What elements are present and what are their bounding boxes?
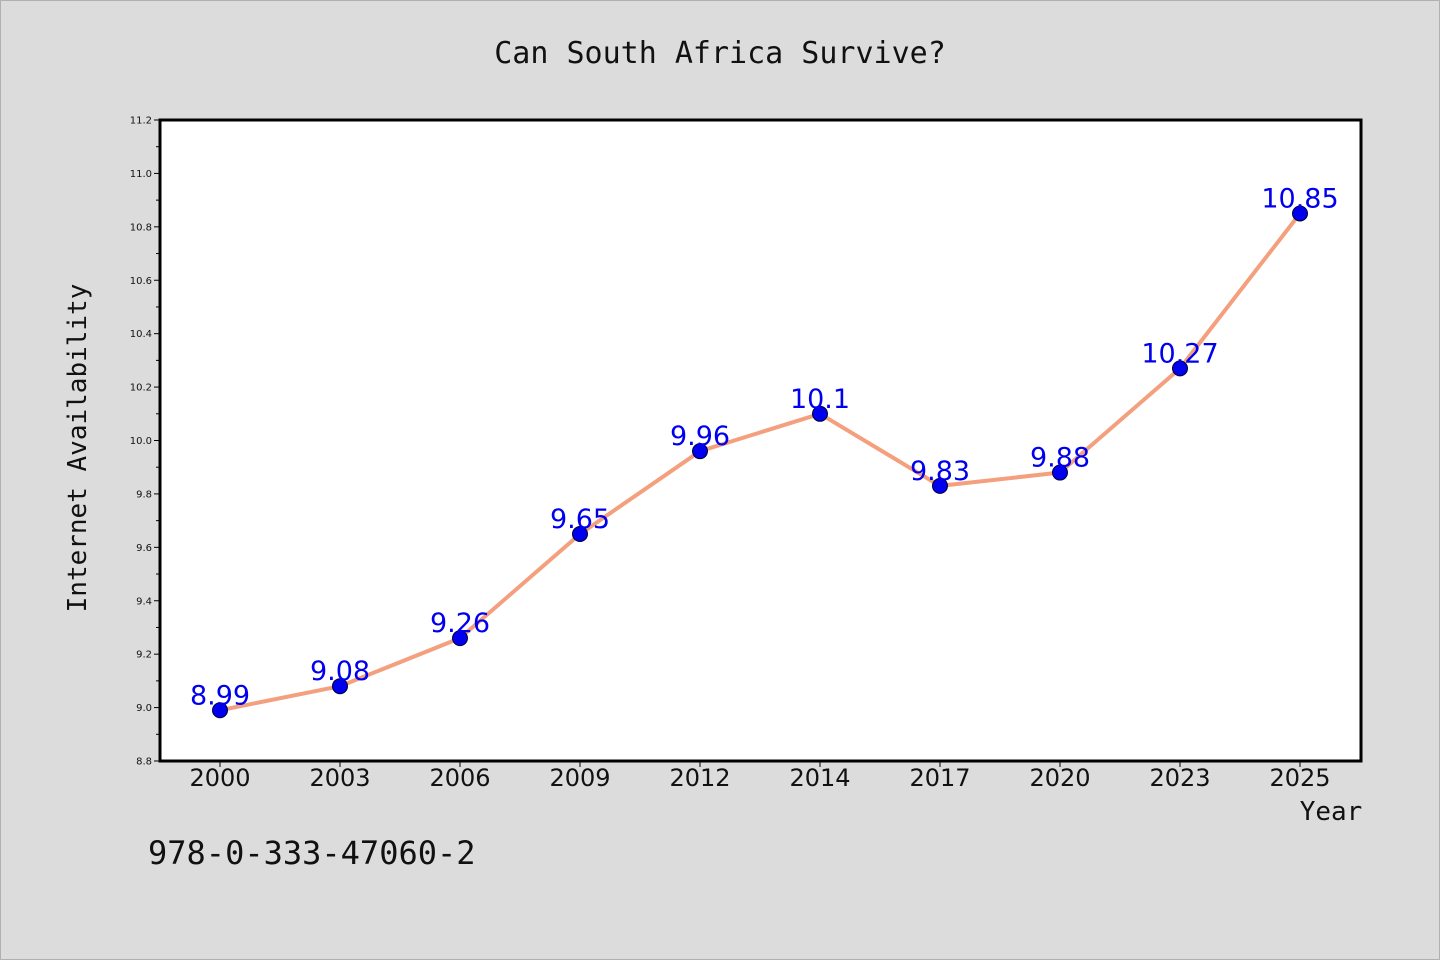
y-tick-label: 11.0: [130, 169, 152, 180]
data-point: [1052, 464, 1068, 481]
x-tick-label: 2000: [189, 764, 250, 792]
x-tick-label: 2006: [429, 764, 490, 792]
data-label: 10.27: [1141, 338, 1218, 369]
data-point: [1172, 360, 1188, 377]
data-point: [452, 630, 468, 647]
data-point: [932, 477, 948, 494]
data-label: 8.99: [190, 680, 250, 711]
data-label: 9.88: [1030, 443, 1090, 474]
plot-area: [158, 118, 1363, 763]
y-tick-label: 9.6: [136, 543, 152, 554]
y-axis-label: Internet Availability: [63, 284, 93, 613]
y-tick-label: 9.4: [136, 596, 152, 607]
x-axis: 2000 2003 2006 2009 2012 2014 2017 2020 2023 2025: [189, 761, 1331, 792]
data-label: 9.83: [910, 456, 970, 487]
data-point: [692, 443, 708, 460]
data-label: 9.65: [550, 504, 610, 535]
y-tick-label: 8.8: [136, 757, 152, 768]
y-tick-label: 10.8: [130, 222, 152, 233]
chart-title: Can South Africa Survive?: [494, 36, 946, 71]
y-tick-label: 9.2: [136, 650, 152, 661]
data-point: [212, 702, 228, 719]
data-point: [572, 525, 588, 542]
data-label: 10.85: [1261, 183, 1338, 214]
data-label: 9.96: [670, 421, 730, 452]
x-tick-label: 2014: [789, 764, 850, 792]
y-tick-label: 9.8: [136, 489, 152, 500]
data-label: 9.26: [430, 608, 490, 639]
data-label: 9.08: [310, 656, 370, 687]
data-label: 10.1: [790, 384, 850, 415]
y-tick-label: 10.0: [130, 436, 152, 447]
series-line: [219, 212, 1302, 713]
y-tick-label: 10.6: [130, 276, 152, 287]
isbn-annotation: 978-0-333-47060-2: [148, 834, 476, 872]
y-tick-label: 11.2: [130, 116, 152, 127]
series-group: 8.99 9.08 9.26 9.65 9.96 10.1 9.83 9.88 10.27 10.…: [190, 183, 1339, 719]
data-point: [1292, 205, 1308, 222]
x-tick-label: 2025: [1269, 764, 1330, 792]
x-tick-label: 2003: [309, 764, 370, 792]
data-point: [332, 678, 348, 695]
y-axis: 8.8 9.0 9.2 9.4 9.6 9.8 10.0 10.2 10.4 10.6 10.8 11…: [130, 116, 160, 768]
x-tick-label: 2020: [1029, 764, 1090, 792]
x-tick-label: 2023: [1149, 764, 1210, 792]
x-tick-label: 2009: [549, 764, 610, 792]
data-point: [812, 405, 828, 422]
x-tick-label: 2017: [909, 764, 970, 792]
y-tick-label: 10.4: [130, 329, 152, 340]
y-tick-label: 9.0: [136, 703, 152, 714]
x-axis-label: Year: [1300, 797, 1363, 827]
y-tick-label: 10.2: [130, 383, 152, 394]
x-tick-label: 2012: [669, 764, 730, 792]
